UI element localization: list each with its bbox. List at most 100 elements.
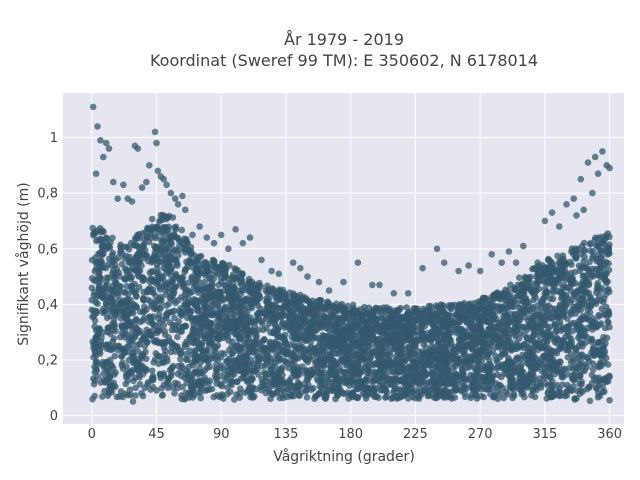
- data-point: [549, 295, 557, 303]
- data-point: [206, 363, 213, 371]
- data-point: [396, 360, 404, 367]
- data-point: [411, 387, 419, 394]
- data-point: [108, 306, 116, 314]
- data-point: [533, 361, 541, 368]
- data-point: [233, 378, 241, 385]
- data-point: [296, 382, 303, 389]
- data-point: [382, 337, 389, 344]
- data-point: [188, 315, 196, 322]
- data-point: [185, 295, 192, 302]
- data-point: [412, 328, 420, 336]
- data-point: [165, 243, 172, 251]
- data-point: [601, 271, 609, 278]
- data-point: [493, 356, 500, 364]
- data-point: [148, 215, 156, 223]
- data-point: [526, 307, 534, 315]
- data-point: [508, 360, 516, 368]
- data-point: [412, 315, 420, 322]
- data-point: [574, 322, 581, 329]
- data-point: [508, 310, 516, 318]
- data-point: [467, 371, 474, 379]
- data-point: [560, 325, 567, 333]
- data-point: [314, 324, 322, 332]
- data-point: [291, 342, 298, 349]
- data-point: [592, 234, 599, 242]
- data-point: [351, 332, 358, 340]
- data-point: [555, 304, 563, 312]
- data-point: [168, 253, 176, 261]
- data-point: [101, 290, 109, 297]
- data-point: [428, 334, 436, 342]
- data-point: [275, 352, 282, 360]
- data-point: [137, 252, 145, 260]
- data-point: [140, 240, 148, 248]
- data-point: [212, 372, 219, 380]
- data-point: [521, 313, 528, 321]
- data-point: [275, 304, 282, 312]
- data-point: [196, 364, 203, 371]
- data-point: [303, 367, 311, 375]
- data-point: [406, 337, 414, 344]
- data-point: [189, 386, 196, 393]
- data-point: [172, 299, 179, 307]
- data-point: [383, 320, 391, 327]
- data-point: [584, 354, 591, 362]
- data-point: [558, 270, 565, 278]
- data-point: [103, 281, 110, 289]
- data-point: [215, 281, 222, 289]
- data-point: [157, 374, 165, 382]
- data-point: [355, 340, 363, 347]
- data-point: [507, 281, 514, 289]
- data-point: [155, 311, 163, 319]
- data-point: [171, 307, 178, 315]
- data-point: [177, 367, 184, 375]
- data-point: [297, 313, 304, 320]
- data-point: [372, 304, 380, 312]
- data-point: [156, 251, 164, 258]
- data-point: [262, 371, 269, 378]
- data-point: [109, 249, 117, 257]
- data-point: [365, 343, 372, 350]
- data-point: [325, 307, 333, 315]
- data-point: [136, 374, 143, 381]
- data-point: [394, 377, 402, 384]
- data-point: [497, 373, 505, 381]
- data-point: [159, 391, 166, 399]
- data-point: [322, 394, 330, 401]
- data-point: [284, 393, 291, 401]
- data-point: [302, 387, 310, 395]
- data-point: [172, 348, 179, 355]
- data-point: [544, 256, 552, 264]
- data-point: [141, 303, 148, 310]
- data-point: [578, 340, 586, 347]
- data-point: [508, 295, 516, 302]
- data-point: [517, 292, 524, 299]
- data-point: [308, 326, 316, 334]
- data-point: [398, 350, 405, 357]
- data-point: [162, 266, 170, 273]
- data-point: [424, 319, 431, 326]
- data-point: [159, 316, 167, 324]
- data-point: [169, 384, 176, 391]
- data-point: [237, 385, 244, 393]
- data-point: [154, 264, 161, 272]
- data-point: [493, 365, 500, 372]
- data-points: [88, 103, 613, 405]
- data-point: [99, 358, 106, 366]
- data-point: [221, 377, 229, 384]
- data-point: [578, 302, 586, 309]
- data-point: [213, 311, 221, 318]
- data-point: [196, 353, 203, 360]
- data-point: [427, 303, 434, 310]
- data-point: [122, 289, 129, 296]
- data-point: [588, 349, 595, 356]
- data-point: [334, 336, 342, 343]
- data-point: [502, 301, 510, 308]
- data-point: [485, 360, 493, 368]
- data-point: [505, 333, 513, 341]
- data-point: [604, 361, 612, 368]
- data-point: [401, 315, 409, 323]
- data-point: [164, 284, 171, 291]
- data-point: [274, 311, 281, 319]
- data-point: [119, 393, 127, 401]
